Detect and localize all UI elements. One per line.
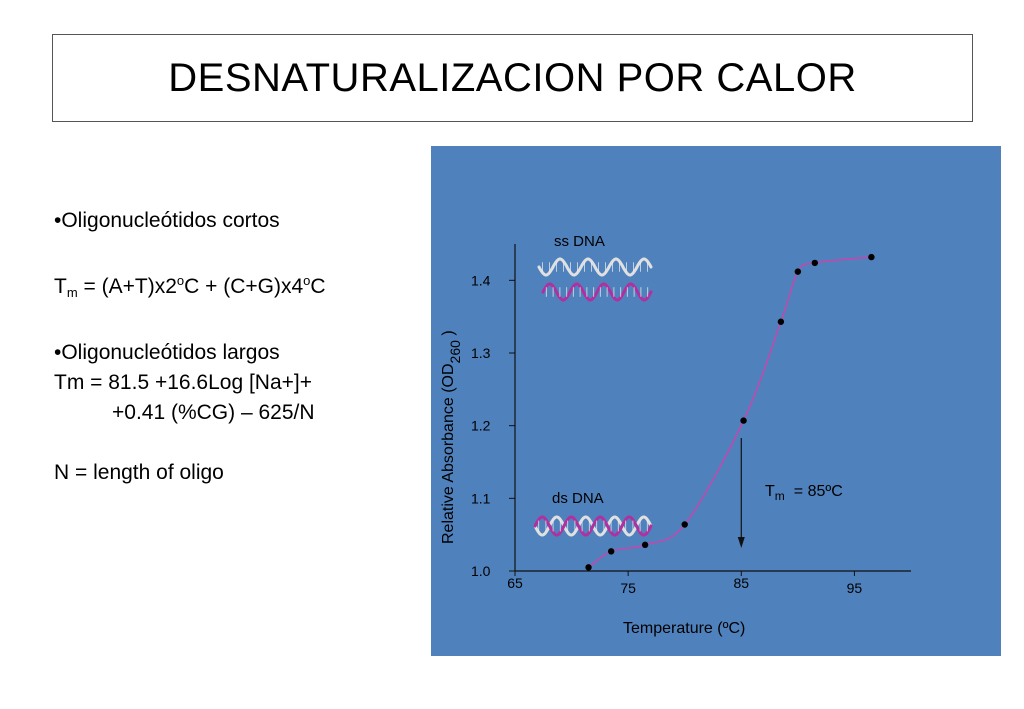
x-tick-label: 75 — [620, 580, 636, 596]
bullet-long-oligos: •Oligonucleótidos largos — [54, 341, 280, 364]
data-point — [641, 541, 649, 549]
x-axis-label: Temperature (ºC) — [623, 620, 745, 637]
y-tick-label: 1.1 — [471, 490, 491, 506]
data-point — [681, 521, 688, 528]
formula-long-oligos-line2: +0.41 (%CG) – 625/N — [112, 401, 315, 424]
title-box: DESNATURALIZACION POR CALOR — [52, 34, 973, 122]
y-tick-label: 1.3 — [471, 345, 491, 361]
x-tick-label: 85 — [733, 575, 749, 591]
oligo-length-definition: N = length of oligo — [54, 461, 224, 484]
data-point — [868, 253, 875, 261]
data-point — [740, 417, 747, 424]
formula-long-oligos-line1: Tm = 81.5 +16.6Log [Na+]+ — [54, 371, 313, 394]
data-point — [585, 564, 592, 571]
y-tick-label: 1.4 — [471, 272, 491, 288]
ss-dna-label: ss DNA — [554, 233, 605, 250]
y-axis-label: Relative Absorbance (OD260 ) — [440, 330, 463, 544]
notes-panel: •Oligonucleótidos cortos Tm = (A+T)x2oC … — [54, 206, 424, 488]
fit-curve — [588, 256, 872, 568]
formula-short-oligos: Tm = (A+T)x2oC + (C+G)x4oC — [54, 273, 326, 300]
chart-panel: 1.0 1.1 1.2 1.3 1.4 65 75 85 95 ss DNA ds DNA Tm… — [431, 146, 1001, 656]
page-title: DESNATURALIZACION POR CALOR — [168, 55, 857, 100]
tm-arrow — [737, 438, 745, 548]
chart-axes — [514, 244, 911, 572]
tm-label: Tm = 85ºC — [765, 483, 843, 503]
data-point — [777, 318, 785, 325]
x-tick-label: 65 — [507, 575, 523, 591]
y-tick-label: 1.2 — [471, 418, 491, 434]
data-point — [794, 268, 802, 275]
y-tick-label: 1.0 — [471, 563, 491, 579]
data-point — [811, 259, 819, 267]
ss-dna-helix-icon — [537, 257, 653, 302]
data-point — [607, 548, 615, 555]
ds-dna-helix-icon — [533, 515, 653, 537]
ds-dna-label: ds DNA — [552, 490, 604, 507]
melting-curve-chart: 1.0 1.1 1.2 1.3 1.4 65 75 85 95 ss DNA ds DNA Tm… — [440, 233, 911, 637]
x-tick-label: 95 — [847, 580, 863, 596]
bullet-short-oligos: •Oligonucleótidos cortos — [54, 209, 280, 232]
